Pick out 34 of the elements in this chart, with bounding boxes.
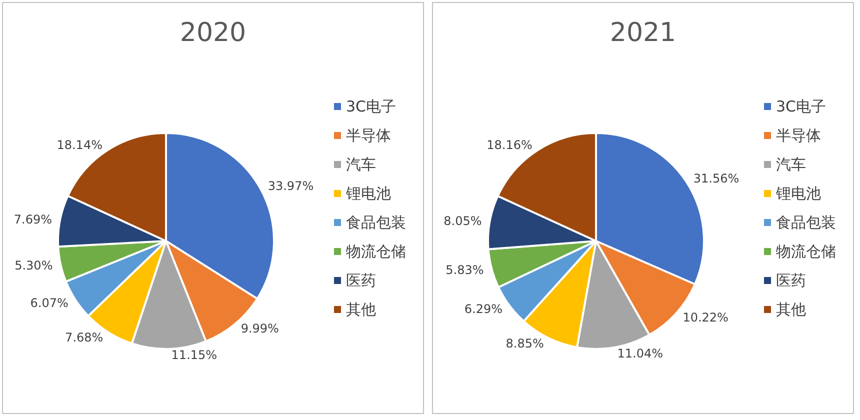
data-label: 18.16% — [486, 138, 532, 152]
legend-label: 半导体 — [346, 126, 391, 144]
data-label: 8.05% — [444, 214, 482, 228]
data-label: 9.99% — [240, 322, 279, 336]
legend-label: 食品包装 — [776, 214, 836, 232]
legend-label: 汽车 — [776, 156, 806, 174]
legend-label: 其他 — [346, 300, 376, 318]
legend-label: 医药 — [346, 272, 376, 290]
legend-label: 物流仓储 — [346, 242, 406, 260]
legend-label: 物流仓储 — [776, 242, 836, 260]
data-label: 5.30% — [14, 258, 53, 273]
legend-label: 锂电池 — [775, 184, 821, 202]
data-label: 5.83% — [446, 263, 484, 278]
data-label: 6.07% — [30, 296, 68, 310]
data-label: 11.04% — [617, 346, 664, 360]
legend-label: 3C电子 — [776, 98, 826, 116]
data-label: 7.69% — [14, 212, 52, 227]
data-label: 18.14% — [56, 138, 102, 152]
legend-label: 半导体 — [776, 126, 821, 144]
data-label: 33.97% — [268, 178, 314, 193]
chart-title: 2020 — [180, 18, 246, 48]
chart-title: 2021 — [610, 18, 676, 48]
data-label: 8.85% — [506, 336, 544, 350]
legend-label: 医药 — [776, 272, 806, 290]
legend-label: 3C电子 — [346, 98, 396, 116]
legend-label: 食品包装 — [346, 214, 406, 232]
legend-label: 汽车 — [346, 156, 376, 174]
legend-label: 其他 — [776, 300, 806, 318]
data-label: 31.56% — [693, 172, 740, 186]
data-label: 7.68% — [65, 330, 104, 344]
data-label: 10.22% — [682, 310, 728, 324]
data-label: 6.29% — [464, 302, 503, 316]
data-label: 11.15% — [171, 348, 218, 362]
legend-label: 锂电池 — [345, 184, 391, 202]
